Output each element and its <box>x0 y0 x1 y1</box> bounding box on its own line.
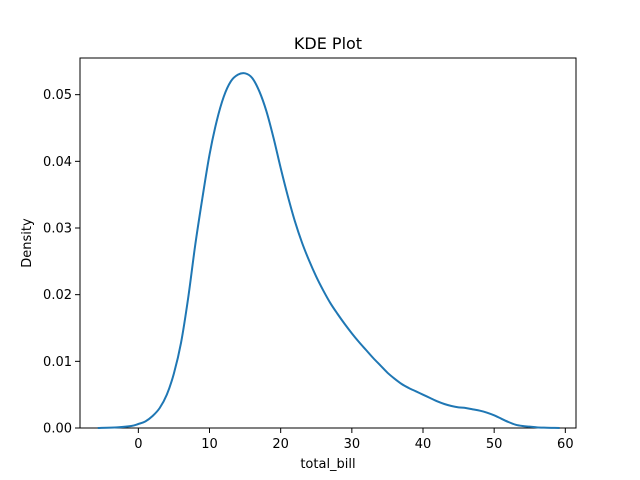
y-tick-label: 0.03 <box>43 222 72 237</box>
x-tick-label: 40 <box>415 437 432 452</box>
x-tick-label: 10 <box>201 437 218 452</box>
x-tick-label: 50 <box>486 437 503 452</box>
x-axis-label: total_bill <box>300 457 355 472</box>
y-tick-label: 0.04 <box>43 155 72 170</box>
x-tick-label: 20 <box>272 437 289 452</box>
y-axis-ticks: 0.00 0.01 0.02 0.03 0.04 0.05 <box>43 88 80 437</box>
y-axis-label: Density <box>20 218 35 268</box>
y-tick-label: 0.00 <box>43 422 72 437</box>
y-tick-label: 0.02 <box>43 288 72 303</box>
chart-title: KDE Plot <box>294 34 362 53</box>
kde-curve <box>97 72 560 429</box>
y-tick-label: 0.05 <box>43 88 72 103</box>
y-tick-label: 0.01 <box>43 355 72 370</box>
x-tick-label: 30 <box>344 437 361 452</box>
plot-area: 0 10 20 30 40 50 60 0.00 0.01 0.02 0.03 0.04 0.05 <box>43 57 577 452</box>
plot-frame <box>79 57 577 429</box>
x-tick-label: 60 <box>557 437 574 452</box>
x-axis-ticks: 0 10 20 30 40 50 60 <box>134 428 574 452</box>
x-tick-label: 0 <box>134 437 142 452</box>
